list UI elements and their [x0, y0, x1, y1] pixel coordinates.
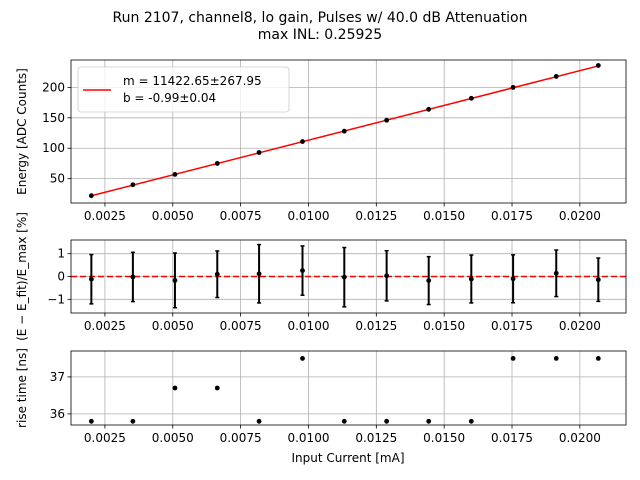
data-layer — [88, 63, 601, 199]
data-point — [130, 418, 136, 424]
y-axis-label: rise time [ns] — [15, 348, 29, 428]
x-tick-label: 0.0150 — [423, 431, 465, 445]
legend: m = 11422.65±267.95 b = -0.99±0.04 — [77, 66, 290, 113]
data-point — [553, 74, 559, 79]
x-tick-label: 0.0075 — [220, 431, 262, 445]
data-point — [88, 418, 94, 424]
data-layer — [88, 356, 601, 424]
y-tick-label: 100 — [42, 141, 65, 155]
data-point — [214, 161, 220, 166]
panel-frame — [70, 350, 627, 426]
data-point — [510, 356, 516, 361]
y-axis-label: Energy [ADC Counts] — [15, 68, 29, 195]
data-point — [384, 418, 390, 424]
data-point — [88, 193, 94, 199]
x-tick-label: 0.0075 — [220, 319, 262, 333]
data-point — [256, 150, 262, 155]
x-tick-label: 0.0050 — [152, 431, 194, 445]
data-point — [341, 418, 347, 424]
data-layer — [71, 243, 626, 309]
panel-frame — [70, 59, 627, 204]
data-point — [88, 276, 94, 282]
x-tick-label: 0.0025 — [84, 319, 126, 333]
data-point — [214, 385, 220, 391]
x-tick-label: 0.0050 — [152, 209, 194, 223]
y-axis-label: (E − E_fit)/E_max [%] — [15, 212, 29, 341]
data-point — [300, 356, 305, 361]
y-tick-label: 50 — [50, 172, 65, 186]
data-point — [130, 274, 136, 280]
data-point — [172, 385, 178, 391]
data-point — [214, 271, 220, 277]
data-point — [256, 271, 262, 277]
chart-title-line2: max INL: 0.25925 — [258, 27, 382, 43]
chart-title-line1: Run 2107, channel8, lo gain, Pulses w/ 4… — [113, 10, 528, 26]
y-tick-label: 36 — [50, 407, 65, 421]
data-point — [553, 270, 559, 276]
data-point — [468, 276, 474, 282]
data-point — [300, 268, 305, 273]
y-tick-label: 200 — [42, 80, 65, 94]
panel-3: 36 37 0.0025 0.0050 0.0075 0.0100 0.0125 0.0150… — [15, 348, 627, 445]
x-tick-label: 0.0125 — [355, 431, 397, 445]
x-tick-label: 0.0100 — [287, 319, 329, 333]
data-point — [468, 95, 474, 101]
y-tick-label: 37 — [50, 370, 65, 384]
data-point — [510, 84, 516, 90]
panel-1: 50 100 150 200 0.0025 0.0050 0.0075 0.0100 0.012… — [15, 59, 627, 223]
legend-text-line1: m = 11422.65±267.95 — [123, 74, 262, 88]
data-point — [426, 278, 432, 284]
x-tick-label: 0.0025 — [84, 209, 126, 223]
x-tick-label: 0.0050 — [152, 319, 194, 333]
data-point — [341, 274, 347, 280]
x-tick-label: 0.0075 — [220, 209, 262, 223]
x-tick-label: 0.0200 — [559, 209, 601, 223]
x-tick-label: 0.0175 — [491, 319, 533, 333]
data-point — [595, 356, 601, 361]
x-tick-label: 0.0200 — [559, 431, 601, 445]
data-point — [256, 418, 262, 424]
data-point — [300, 139, 305, 144]
data-point — [595, 63, 601, 68]
x-tick-label: 0.0200 — [559, 319, 601, 333]
x-tick-label: 0.0150 — [423, 319, 465, 333]
x-tick-label: 0.0025 — [84, 431, 126, 445]
data-point — [384, 273, 390, 279]
data-point — [553, 356, 559, 361]
panel-frame — [70, 239, 627, 314]
data-point — [384, 117, 390, 123]
data-point — [341, 128, 347, 134]
x-tick-label: 0.0175 — [491, 431, 533, 445]
data-point — [510, 276, 516, 282]
data-point — [426, 418, 432, 424]
x-axis-label: Input Current [mA] — [291, 451, 404, 465]
legend-box — [77, 66, 290, 113]
x-tick-label: 0.0175 — [491, 209, 533, 223]
x-tick-label: 0.0100 — [287, 209, 329, 223]
data-point — [426, 106, 432, 112]
y-tick-label: 1 — [57, 247, 65, 261]
y-tick-label: −1 — [47, 292, 65, 306]
x-tick-label: 0.0150 — [423, 209, 465, 223]
chart-panels: 50 100 150 200 0.0025 0.0050 0.0075 0.0100 0.012… — [15, 59, 627, 445]
x-tick-label: 0.0100 — [287, 431, 329, 445]
data-point — [172, 172, 178, 177]
legend-text-line2: b = -0.99±0.04 — [123, 91, 216, 105]
panel-2: −1 0 1 0.0025 0.0050 0.0075 0.0100 0.0125 0.0150… — [15, 212, 627, 341]
data-point — [595, 277, 601, 283]
x-tick-label: 0.0125 — [355, 209, 397, 223]
data-point — [468, 418, 474, 424]
y-tick-label: 150 — [42, 111, 65, 125]
x-tick-label: 0.0125 — [355, 319, 397, 333]
data-point — [172, 277, 178, 283]
data-point — [130, 182, 136, 188]
y-tick-label: 0 — [57, 270, 65, 284]
